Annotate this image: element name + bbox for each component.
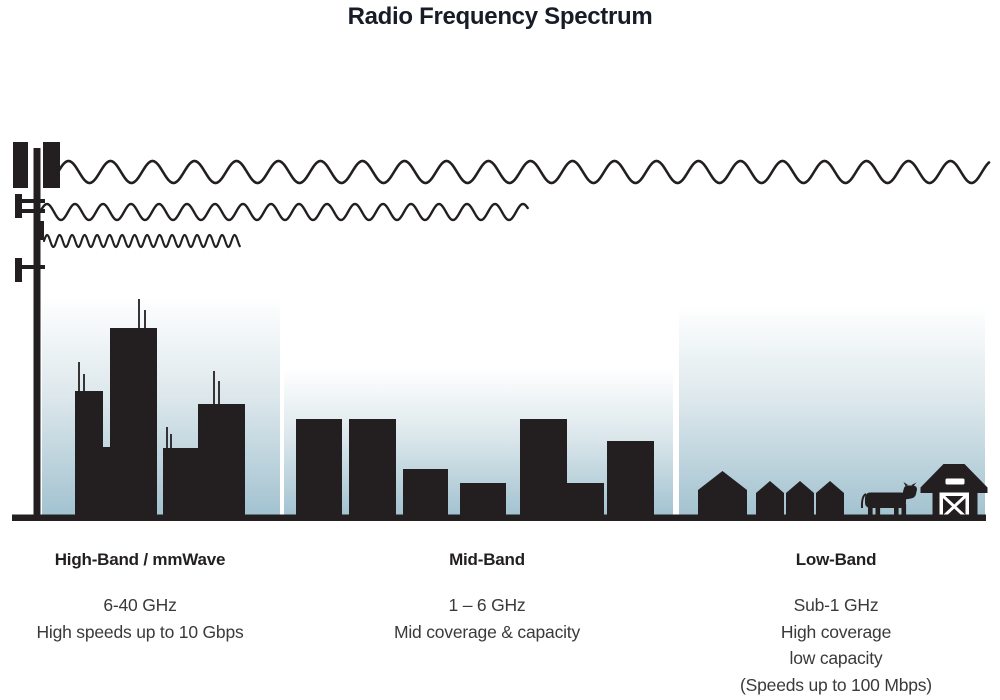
- barn-loft-window: [945, 478, 965, 485]
- building: [296, 419, 342, 516]
- skyscraper: [163, 448, 198, 516]
- city-skyline-silhouette: [75, 299, 245, 516]
- mid-band-name: Mid-Band: [449, 550, 525, 569]
- high-band-name: High-Band / mmWave: [54, 550, 226, 569]
- building: [460, 483, 506, 516]
- low-band-detail: low capacity: [789, 648, 883, 668]
- building: [520, 419, 567, 516]
- mid-band-frequency: 1 – 6 GHz: [448, 595, 526, 615]
- house-icon: [756, 481, 784, 516]
- cow-icon: [860, 482, 917, 519]
- low-band-label: Low-Band: [676, 550, 996, 570]
- high-band-description: 6-40 GHz High speeds up to 10 Gbps: [0, 592, 300, 645]
- low-band-frequency: Sub-1 GHz: [793, 595, 879, 615]
- mid-band-detail: Mid coverage & capacity: [393, 621, 581, 642]
- mid-band-label: Mid-Band: [327, 550, 647, 570]
- skyscraper: [75, 391, 103, 516]
- spectrum-illustration: [12, 142, 991, 521]
- long-wavelength-wave-icon: [56, 159, 991, 185]
- building: [349, 419, 396, 516]
- high-band-frequency: 6-40 GHz: [103, 595, 177, 615]
- low-band-detail: (Speeds up to 100 Mbps): [740, 674, 932, 695]
- skyscraper: [198, 404, 245, 516]
- radio-waves: [38, 159, 991, 249]
- skyscraper: [110, 328, 157, 516]
- town-buildings-silhouette: [296, 419, 654, 516]
- page-title: Radio Frequency Spectrum: [347, 3, 653, 30]
- high-band-detail: High speeds up to 10 Gbps: [36, 621, 244, 642]
- low-band-detail: High coverage: [780, 621, 892, 642]
- short-wavelength-wave-icon: [42, 233, 241, 249]
- high-band-label: High-Band / mmWave: [0, 550, 300, 570]
- house-icon: [786, 481, 814, 516]
- medium-wavelength-wave-icon: [38, 202, 529, 222]
- low-band-name: Low-Band: [795, 550, 877, 569]
- low-band-description: Sub-1 GHz High coverage low capacity (Sp…: [676, 592, 996, 698]
- building: [403, 469, 448, 516]
- house-icon: [816, 481, 844, 516]
- ground-line: [12, 514, 986, 521]
- rural-scene-silhouette: [698, 464, 988, 520]
- mid-band-description: 1 – 6 GHz Mid coverage & capacity: [327, 592, 647, 645]
- building: [607, 441, 654, 516]
- house-icon: [698, 471, 747, 516]
- skyscraper: [103, 447, 110, 516]
- building: [567, 483, 604, 516]
- cell-tower-icon: [13, 142, 60, 516]
- barn-icon: [920, 464, 988, 520]
